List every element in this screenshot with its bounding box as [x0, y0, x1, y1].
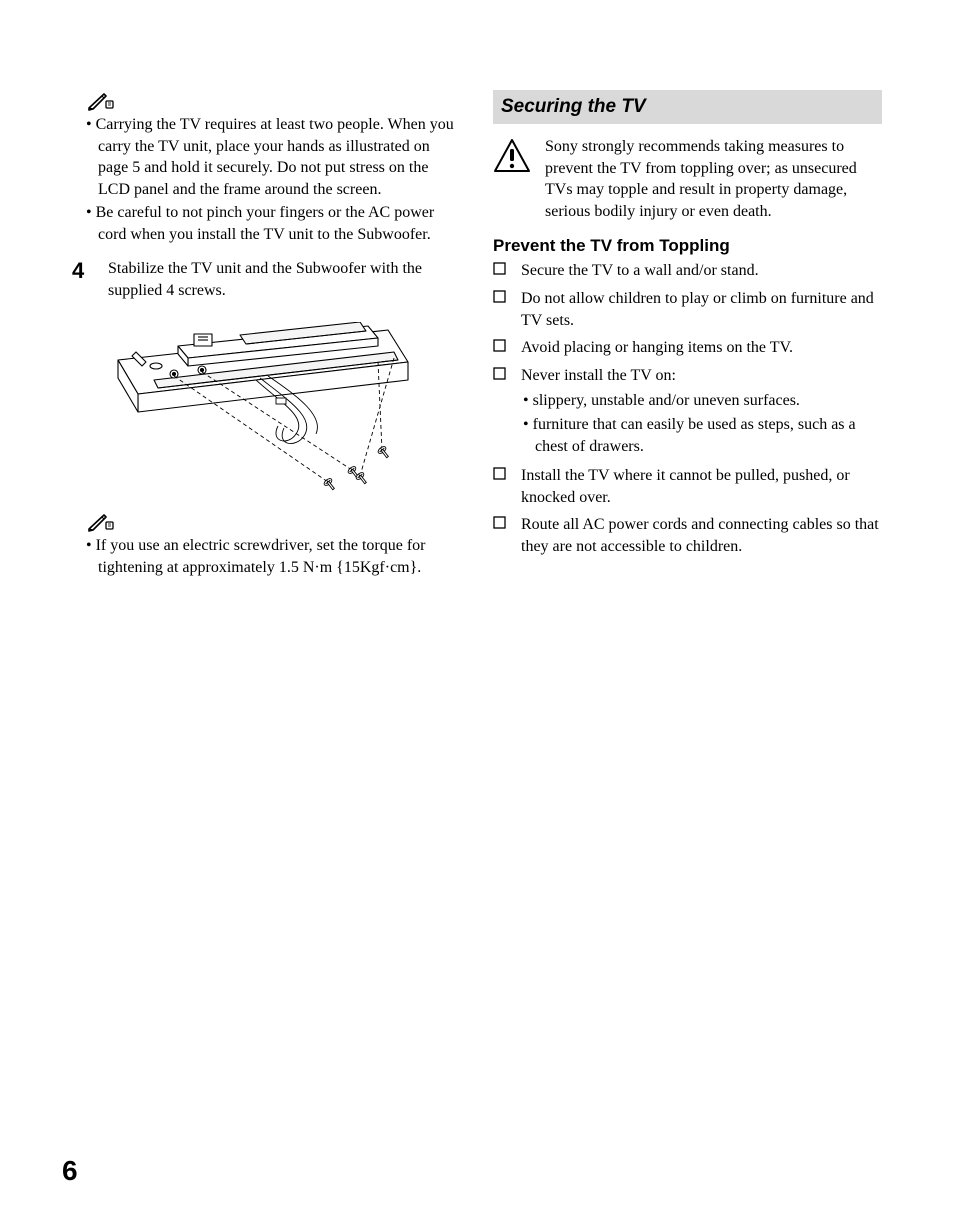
sub-bullet: slippery, unstable and/or uneven surface… [523, 390, 882, 412]
checklist-item: Secure the TV to a wall and/or stand. [493, 260, 882, 282]
checklist-item: Route all AC power cords and connecting … [493, 514, 882, 557]
left-column: Carrying the TV requires at least two pe… [72, 90, 461, 579]
sub-bullet: furniture that can easily be used as ste… [523, 414, 882, 457]
sub-bullets: slippery, unstable and/or uneven surface… [523, 390, 882, 457]
note-icon [86, 511, 461, 533]
note2: • If you use an electric screwdriver, se… [86, 535, 461, 578]
checkbox-icon [493, 260, 507, 282]
step-number: 4 [72, 258, 90, 303]
assembly-diagram [108, 322, 413, 497]
checkbox-icon [493, 365, 507, 459]
checklist-item: Avoid placing or hanging items on the TV… [493, 337, 882, 359]
note1-bullet: Be careful to not pinch your fingers or … [86, 202, 461, 245]
warning-icon [493, 136, 531, 222]
checkbox-icon [493, 465, 507, 508]
step-text: Stabilize the TV unit and the Subwoofer … [108, 258, 461, 303]
note1-bullet: Carrying the TV requires at least two pe… [86, 114, 461, 200]
warning-block: Sony strongly recommends taking measures… [493, 136, 882, 222]
checklist-item: Install the TV where it cannot be pulled… [493, 465, 882, 508]
checklist-item: Do not allow children to play or climb o… [493, 288, 882, 331]
checklist-text: Do not allow children to play or climb o… [521, 288, 882, 331]
subheading: Prevent the TV from Toppling [493, 236, 882, 256]
checkbox-icon [493, 288, 507, 331]
note1-bullets: Carrying the TV requires at least two pe… [72, 114, 461, 246]
checklist: Secure the TV to a wall and/or stand. Do… [493, 260, 882, 557]
checkbox-icon [493, 514, 507, 557]
warning-text: Sony strongly recommends taking measures… [545, 136, 882, 222]
note-icon [86, 90, 461, 112]
note2-text: • If you use an electric screwdriver, se… [86, 535, 461, 578]
right-column: Securing the TV Sony strongly recommends… [493, 90, 882, 579]
checklist-text: Never install the TV on: slippery, unsta… [521, 365, 882, 459]
page-number: 6 [62, 1155, 78, 1187]
checklist-text-main: Never install the TV on: [521, 367, 676, 384]
checklist-text: Route all AC power cords and connecting … [521, 514, 882, 557]
step-4: 4 Stabilize the TV unit and the Subwoofe… [72, 258, 461, 303]
checklist-text: Avoid placing or hanging items on the TV… [521, 337, 882, 359]
checkbox-icon [493, 337, 507, 359]
checklist-item: Never install the TV on: slippery, unsta… [493, 365, 882, 459]
section-title: Securing the TV [501, 96, 874, 118]
checklist-text: Secure the TV to a wall and/or stand. [521, 260, 882, 282]
checklist-text: Install the TV where it cannot be pulled… [521, 465, 882, 508]
section-title-bar: Securing the TV [493, 90, 882, 124]
